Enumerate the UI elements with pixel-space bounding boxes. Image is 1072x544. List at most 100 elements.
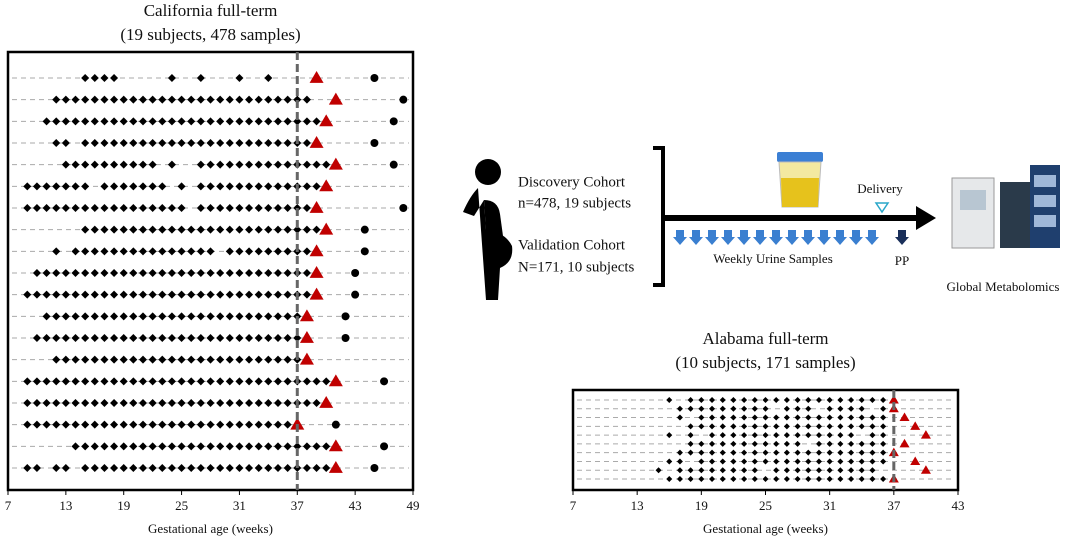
sample (110, 290, 119, 299)
sample (709, 467, 716, 474)
sample (148, 399, 157, 407)
sample (312, 182, 321, 191)
sample (709, 440, 716, 447)
x-tick-label: 43 (349, 498, 362, 513)
delivery (299, 309, 314, 322)
sample (42, 117, 51, 126)
sample (148, 204, 157, 212)
sample (81, 182, 90, 191)
sample (158, 442, 167, 451)
sample (158, 204, 167, 212)
sample (837, 476, 844, 482)
sample (216, 182, 225, 191)
sample (773, 476, 780, 482)
sample (42, 377, 51, 386)
sample (81, 225, 90, 234)
postpartum (351, 290, 360, 299)
sample (880, 432, 887, 439)
sample (100, 204, 109, 212)
sample (158, 117, 167, 126)
sample (848, 440, 855, 447)
x-tick-label: 49 (407, 498, 420, 513)
sample (783, 476, 790, 482)
sample (32, 399, 41, 407)
sample (245, 290, 254, 299)
sample (187, 117, 196, 126)
sample (206, 442, 215, 451)
sample (148, 377, 157, 386)
sample (254, 355, 263, 364)
sample (264, 290, 273, 299)
sample (783, 397, 790, 403)
sample (869, 476, 876, 482)
sample (254, 464, 263, 472)
x-tick-label: 31 (823, 498, 836, 513)
sample (177, 95, 186, 104)
sample (709, 397, 716, 403)
sample (698, 440, 705, 447)
sample (815, 423, 822, 430)
sample (148, 334, 157, 342)
sample (676, 467, 683, 474)
sample (81, 312, 90, 321)
sample (148, 225, 157, 234)
sample (139, 247, 147, 256)
postpartum (351, 269, 360, 277)
sample (81, 334, 90, 342)
sample (167, 334, 176, 342)
sample (71, 269, 80, 277)
x-tick-label: 43 (952, 498, 965, 513)
sample (773, 458, 780, 465)
postpartum (370, 464, 379, 472)
sample (100, 182, 109, 191)
sample (216, 290, 225, 299)
sample (245, 204, 254, 212)
sample (177, 399, 186, 407)
sample (858, 467, 865, 474)
sample (206, 204, 215, 212)
sample (826, 414, 833, 421)
sample (869, 458, 876, 465)
sample (61, 139, 70, 147)
sample (848, 458, 855, 465)
sample (110, 355, 119, 364)
sample (177, 334, 186, 342)
sample (90, 355, 99, 364)
sample (666, 476, 673, 482)
sample (167, 377, 176, 386)
sample (741, 397, 748, 403)
sample (81, 399, 90, 407)
sample (274, 442, 282, 451)
sample (254, 269, 263, 277)
sample (730, 458, 737, 465)
sample (762, 476, 769, 482)
sample (805, 458, 812, 465)
sample (139, 225, 147, 234)
sample (139, 334, 147, 342)
sample (773, 432, 780, 439)
x-tick-label: 25 (759, 498, 772, 513)
delivery (309, 71, 324, 83)
sample (148, 464, 157, 472)
sample (302, 290, 311, 299)
sample (196, 290, 205, 299)
delivery (309, 201, 324, 213)
sample (81, 420, 90, 429)
sample (302, 247, 311, 256)
sample (139, 160, 147, 169)
sample (235, 95, 244, 104)
sample (837, 405, 844, 412)
sample (42, 420, 51, 429)
sample (254, 160, 263, 169)
sample (90, 225, 99, 234)
sample (719, 432, 726, 439)
sample (129, 399, 138, 407)
sample (196, 139, 205, 147)
sample (245, 334, 254, 342)
sample (225, 95, 234, 104)
sample (129, 420, 138, 429)
sample (869, 432, 876, 439)
sample (264, 182, 273, 191)
sample (90, 377, 99, 386)
sample (805, 397, 812, 403)
